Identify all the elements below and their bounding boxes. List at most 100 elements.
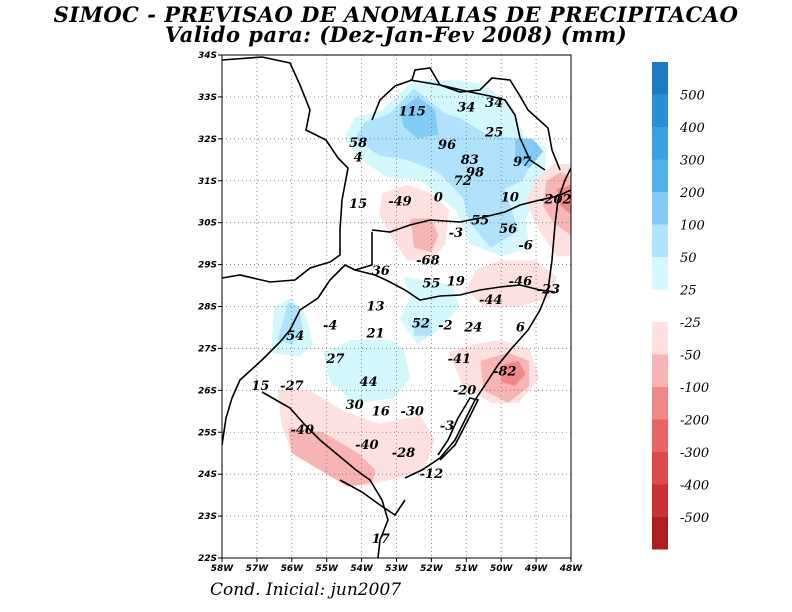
chart-title: SIMOC - PREVISAO DE ANOMALIAS DE PRECIPI… — [53, 2, 739, 27]
value-label: 10 — [501, 191, 519, 206]
colorbar-swatch — [652, 94, 668, 127]
colorbar-swatch — [652, 127, 668, 160]
positive-anomaly-area — [277, 302, 303, 345]
border-mato-grosso-parana — [371, 67, 561, 171]
positive-anomaly-area — [414, 319, 432, 336]
value-label: -27 — [280, 379, 304, 394]
border-parana-santa-catarina — [371, 189, 571, 233]
value-label: 4 — [354, 151, 363, 166]
border-rs-north — [354, 269, 556, 301]
uruguay-inner-border — [339, 479, 406, 517]
value-label: 6 — [516, 320, 525, 335]
value-label: 97 — [513, 155, 531, 170]
lat-tick-label: 24S — [198, 470, 217, 480]
colorbar-label: 25 — [679, 284, 697, 299]
value-label: 34 — [457, 100, 475, 115]
lat-tick-label: 22S — [198, 554, 217, 564]
value-label: 13 — [367, 300, 385, 315]
lon-tick-label: 49W — [524, 564, 549, 574]
positive-anomaly-area — [323, 340, 411, 403]
lagoa-dos-patos — [437, 397, 480, 461]
border-santa-catarina-rs — [222, 232, 373, 446]
colorbar-label: -400 — [680, 479, 709, 494]
value-label: -202 — [539, 193, 572, 208]
lat-tick-label: 28S — [198, 303, 217, 313]
chart-subtitle: Valido para: (Dez-Jan-Fev 2008) (mm) — [164, 22, 628, 47]
value-label: -82 — [493, 364, 517, 379]
colorbar-label: -300 — [680, 446, 709, 461]
value-label: 21 — [366, 327, 385, 342]
value-label: 19 — [447, 274, 465, 289]
lat-tick-label: 32S — [198, 135, 217, 145]
colorbar-swatch — [652, 322, 668, 355]
colorbar-label: -100 — [680, 381, 709, 396]
colorbar-label: -200 — [680, 414, 709, 429]
value-label: 98 — [466, 165, 484, 180]
lon-tick-label: 52W — [420, 564, 444, 574]
value-label: 34 — [485, 96, 503, 111]
value-label: -12 — [420, 467, 444, 482]
lon-tick-label: 58W — [211, 564, 235, 574]
map-tick-labels: 58W 57W 56W 55W 54W 53W 52W 51W 50W 49W 48W 22S 23S 2… — [198, 51, 583, 574]
value-label: -6 — [518, 239, 532, 254]
value-label: -28 — [392, 446, 416, 461]
colorbar-swatch — [652, 159, 668, 192]
colorbar: 500 400 300 200 100 50 25 -25 -50 -100 -200 -300 -40… — [652, 62, 709, 550]
value-label: 44 — [360, 375, 378, 390]
value-label: 0 — [434, 191, 443, 206]
colorbar-swatch — [652, 224, 668, 257]
border-rs-uruguay — [261, 391, 389, 558]
value-label: 55 — [422, 276, 440, 291]
value-label: 52 — [412, 316, 430, 331]
colorbar-swatch — [652, 517, 668, 550]
negative-anomaly-area — [466, 260, 557, 307]
lon-tick-label: 56W — [281, 564, 305, 574]
value-label: 25 — [484, 126, 503, 141]
value-label: -4 — [323, 318, 337, 333]
value-label: 56 — [499, 222, 517, 237]
value-label: -68 — [416, 253, 440, 268]
value-label: 24 — [463, 320, 482, 335]
value-label: 55 — [471, 214, 489, 229]
colorbar-label: 300 — [680, 154, 705, 169]
colorbar-label: -25 — [680, 316, 701, 331]
value-label: 36 — [372, 264, 390, 279]
lat-tick-label: 26S — [198, 386, 217, 396]
colorbar-swatch — [652, 192, 668, 225]
value-label: 16 — [372, 404, 390, 419]
colorbar-label: -500 — [680, 511, 709, 526]
colorbar-label: 50 — [680, 251, 697, 266]
colorbar-swatch — [652, 257, 668, 290]
colorbar-label: 400 — [679, 121, 705, 136]
value-label: 96 — [438, 138, 456, 153]
coastline — [404, 167, 571, 479]
value-label: -30 — [400, 404, 424, 419]
value-label: 115 — [399, 105, 426, 120]
colorbar-label: 500 — [680, 89, 705, 104]
colorbar-swatch — [652, 484, 668, 517]
colorbar-label: 200 — [679, 186, 705, 201]
value-label: 54 — [286, 329, 304, 344]
value-label: -2 — [438, 318, 452, 333]
lon-tick-label: 51W — [455, 564, 479, 574]
lat-tick-label: 25S — [198, 428, 217, 438]
lat-tick-label: 29S — [198, 261, 217, 271]
value-label: -3 — [440, 419, 454, 434]
colorbar-swatch — [652, 452, 668, 485]
lon-tick-label: 48W — [559, 564, 584, 574]
anomaly-fields — [270, 80, 571, 487]
colorbar-swatch — [652, 62, 668, 95]
value-label: -40 — [355, 438, 379, 453]
value-label: -40 — [291, 423, 315, 438]
value-label: 72 — [454, 174, 472, 189]
positive-anomaly-area — [354, 88, 537, 248]
value-label: 83 — [461, 153, 479, 168]
lat-tick-label: 23S — [198, 512, 217, 522]
value-label: 15 — [349, 197, 367, 212]
lon-tick-label: 53W — [385, 564, 409, 574]
value-label: -49 — [388, 195, 412, 210]
lon-tick-label: 50W — [490, 564, 514, 574]
lat-tick-label: 31S — [198, 177, 217, 187]
lat-tick-label: 33S — [198, 93, 217, 103]
